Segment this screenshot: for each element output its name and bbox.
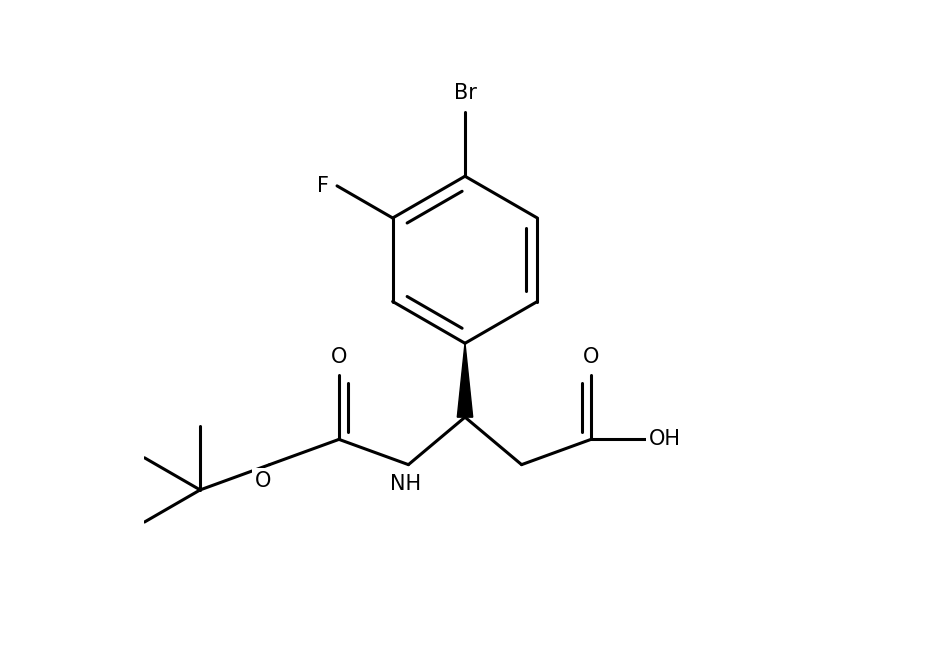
Text: Br: Br [454,83,476,103]
Polygon shape [458,343,472,417]
Text: O: O [331,347,347,367]
Text: F: F [317,176,329,196]
Text: NH: NH [390,474,420,494]
Text: O: O [583,347,599,367]
Text: OH: OH [649,430,681,449]
Text: O: O [255,470,272,491]
